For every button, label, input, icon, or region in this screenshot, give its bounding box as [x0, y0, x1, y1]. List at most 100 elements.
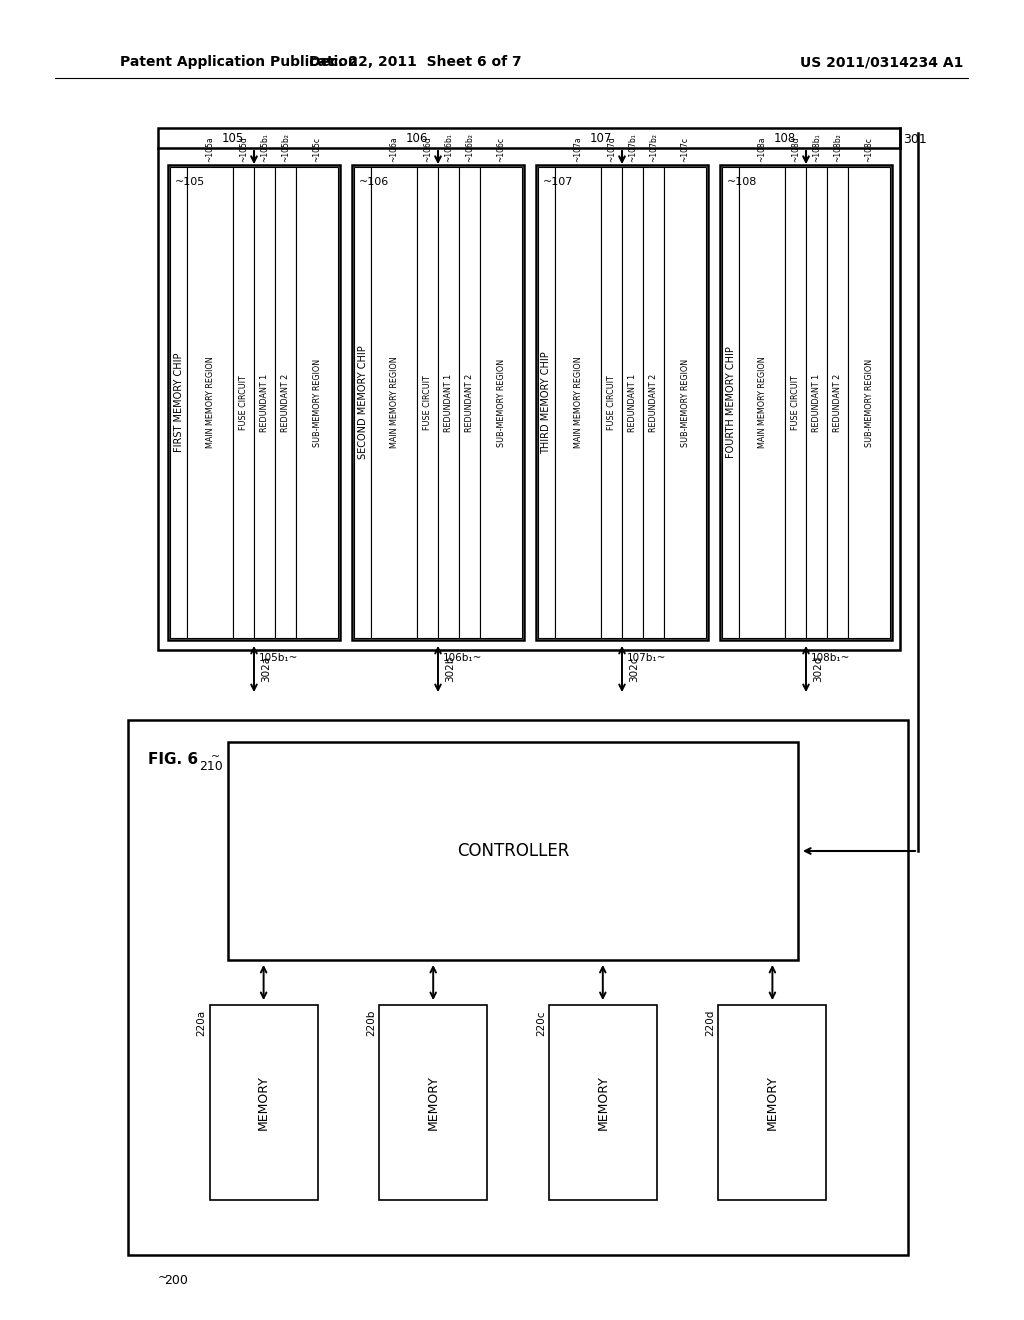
- Text: MAIN MEMORY REGION: MAIN MEMORY REGION: [389, 356, 398, 449]
- Bar: [785, 168, 806, 638]
- Text: MEMORY: MEMORY: [766, 1074, 779, 1130]
- Text: 107: 107: [590, 132, 612, 145]
- Text: ~105c: ~105c: [312, 137, 322, 162]
- Bar: [379, 1005, 487, 1200]
- Text: FUSE CIRCUIT: FUSE CIRCUIT: [423, 375, 432, 430]
- Bar: [720, 165, 892, 640]
- Text: MAIN MEMORY REGION: MAIN MEMORY REGION: [206, 356, 215, 449]
- Text: ~108: ~108: [727, 177, 758, 187]
- Bar: [555, 168, 601, 638]
- Text: 302c: 302c: [629, 656, 639, 681]
- Bar: [480, 168, 522, 638]
- Bar: [623, 168, 643, 638]
- Bar: [739, 168, 785, 638]
- Text: REDUNDANT 2: REDUNDANT 2: [649, 374, 658, 432]
- Text: ~105: ~105: [175, 177, 205, 187]
- Text: US 2011/0314234 A1: US 2011/0314234 A1: [800, 55, 964, 69]
- Text: 105: 105: [222, 132, 244, 145]
- Text: ~107a: ~107a: [573, 136, 583, 162]
- Text: 220a: 220a: [197, 1010, 207, 1036]
- Text: ~107d: ~107d: [607, 136, 616, 162]
- Text: ~108a: ~108a: [758, 136, 767, 162]
- Bar: [827, 168, 848, 638]
- Text: SUB-MEMORY REGION: SUB-MEMORY REGION: [681, 359, 689, 446]
- Text: MEMORY: MEMORY: [596, 1074, 609, 1130]
- Text: ~106a: ~106a: [389, 136, 398, 162]
- Text: ~108c: ~108c: [864, 137, 873, 162]
- Text: FUSE CIRCUIT: FUSE CIRCUIT: [240, 375, 248, 430]
- Text: SUB-MEMORY REGION: SUB-MEMORY REGION: [312, 359, 322, 446]
- Text: 220d: 220d: [706, 1010, 716, 1036]
- Text: ~108b₁: ~108b₁: [812, 133, 821, 162]
- Bar: [643, 168, 664, 638]
- Text: ~108d: ~108d: [792, 136, 800, 162]
- Bar: [228, 742, 798, 960]
- Text: ~107b₁: ~107b₁: [628, 133, 637, 162]
- Bar: [459, 168, 480, 638]
- Text: ~: ~: [158, 1270, 168, 1283]
- Text: ~105b₂: ~105b₂: [281, 133, 290, 162]
- Bar: [158, 128, 900, 649]
- Bar: [664, 168, 706, 638]
- Bar: [806, 168, 827, 638]
- Text: Dec. 22, 2011  Sheet 6 of 7: Dec. 22, 2011 Sheet 6 of 7: [308, 55, 521, 69]
- Text: ~: ~: [211, 752, 220, 762]
- Text: 106: 106: [406, 132, 428, 145]
- Text: REDUNDANT 1: REDUNDANT 1: [812, 374, 821, 432]
- Bar: [417, 168, 438, 638]
- Bar: [719, 1005, 826, 1200]
- Text: THIRD MEMORY CHIP: THIRD MEMORY CHIP: [542, 351, 552, 454]
- Text: ~108b₂: ~108b₂: [834, 133, 842, 162]
- Bar: [210, 1005, 317, 1200]
- Text: MAIN MEMORY REGION: MAIN MEMORY REGION: [573, 356, 583, 449]
- Text: SECOND MEMORY CHIP: SECOND MEMORY CHIP: [357, 346, 368, 459]
- Text: 302b: 302b: [445, 656, 455, 682]
- Bar: [438, 168, 459, 638]
- Bar: [601, 168, 623, 638]
- Bar: [296, 168, 338, 638]
- Text: 220c: 220c: [536, 1010, 546, 1035]
- Text: 106b₁~: 106b₁~: [443, 653, 482, 663]
- Bar: [538, 168, 555, 638]
- Text: CONTROLLER: CONTROLLER: [457, 842, 569, 861]
- Text: MEMORY: MEMORY: [427, 1074, 439, 1130]
- Text: 210: 210: [200, 760, 223, 774]
- Text: 108: 108: [774, 132, 796, 145]
- Text: ~106b₂: ~106b₂: [465, 133, 474, 162]
- Bar: [371, 168, 417, 638]
- Text: 105b₁~: 105b₁~: [259, 653, 298, 663]
- Text: MAIN MEMORY REGION: MAIN MEMORY REGION: [758, 356, 767, 449]
- Text: REDUNDANT 2: REDUNDANT 2: [465, 374, 474, 432]
- Text: 107b₁~: 107b₁~: [627, 653, 667, 663]
- Text: SUB-MEMORY REGION: SUB-MEMORY REGION: [497, 359, 506, 446]
- Bar: [170, 168, 187, 638]
- Text: REDUNDANT 2: REDUNDANT 2: [281, 374, 290, 432]
- Text: ~105d: ~105d: [240, 136, 248, 162]
- Bar: [168, 165, 340, 640]
- Text: MEMORY: MEMORY: [257, 1074, 270, 1130]
- Text: REDUNDANT 1: REDUNDANT 1: [260, 374, 269, 432]
- Bar: [187, 168, 233, 638]
- Text: FUSE CIRCUIT: FUSE CIRCUIT: [792, 375, 800, 430]
- Text: ~107c: ~107c: [681, 137, 689, 162]
- Bar: [549, 1005, 656, 1200]
- Bar: [352, 165, 524, 640]
- Text: SUB-MEMORY REGION: SUB-MEMORY REGION: [864, 359, 873, 446]
- Text: ~106d: ~106d: [423, 136, 432, 162]
- Bar: [233, 168, 254, 638]
- Text: FIRST MEMORY CHIP: FIRST MEMORY CHIP: [173, 352, 183, 453]
- Text: ~106b₁: ~106b₁: [444, 133, 453, 162]
- Bar: [275, 168, 296, 638]
- Bar: [254, 168, 275, 638]
- Text: ~105b₁: ~105b₁: [260, 133, 269, 162]
- Text: ~106: ~106: [359, 177, 389, 187]
- Text: Patent Application Publication: Patent Application Publication: [120, 55, 357, 69]
- Text: FIG. 6: FIG. 6: [148, 752, 198, 767]
- Text: 200: 200: [164, 1274, 188, 1287]
- Text: 301: 301: [903, 133, 927, 147]
- Text: REDUNDANT 1: REDUNDANT 1: [628, 374, 637, 432]
- Text: 108b₁~: 108b₁~: [811, 653, 850, 663]
- Bar: [848, 168, 890, 638]
- Text: FUSE CIRCUIT: FUSE CIRCUIT: [607, 375, 616, 430]
- Bar: [354, 168, 371, 638]
